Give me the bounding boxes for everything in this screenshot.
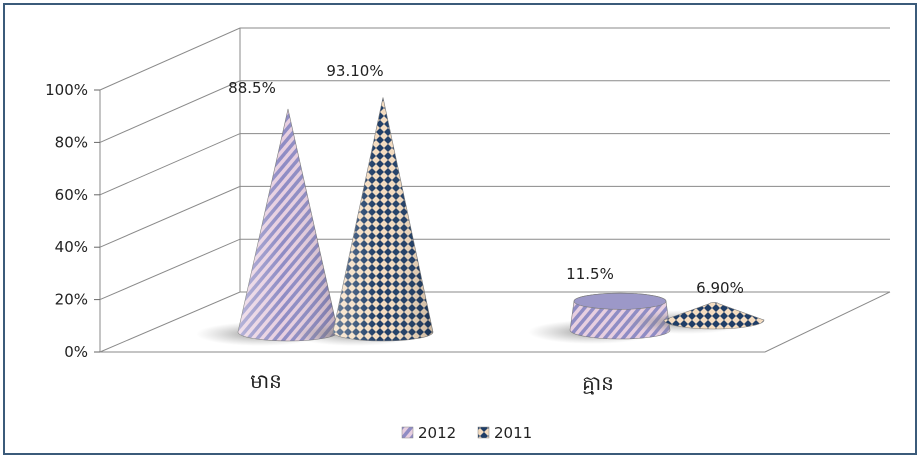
cone-marks [196,97,765,346]
cone-shading [238,108,338,341]
chart-frame [3,3,917,455]
legend: 2012 2011 [401,424,532,442]
category-label: គ្មាន [582,371,614,395]
gridline [99,80,890,143]
cone-shading [333,97,433,341]
y-tick-label: 20% [55,291,88,309]
cone-2011 [663,302,765,330]
data-label: 11.5% [566,265,614,283]
category-labels: មាន គ្មាន [250,369,614,395]
data-label: 93.10% [326,62,383,80]
y-tick-label: 100% [45,81,88,99]
gridline [99,185,890,248]
gridlines [99,80,890,301]
y-tick-label: 80% [55,133,88,151]
data-label: 6.90% [696,279,744,297]
plot-walls [99,27,891,353]
data-label: 88.5% [228,79,276,97]
cone-top-face [573,292,667,310]
gridline [99,133,890,196]
y-tick-label: 60% [55,186,88,204]
legend-swatch [477,426,490,439]
legend-swatch [401,426,414,439]
y-tick-label: 40% [55,238,88,256]
category-label: មាន [250,369,282,393]
gridline [99,238,890,301]
legend-label: 2012 [418,424,456,442]
data-labels: 88.5% 93.10% 11.5% 6.90% [228,62,744,297]
legend-label: 2011 [494,424,532,442]
y-tick-label: 0% [64,343,88,361]
y-axis-ticks: 0% 20% 40% 60% 80% 100% [45,81,100,361]
